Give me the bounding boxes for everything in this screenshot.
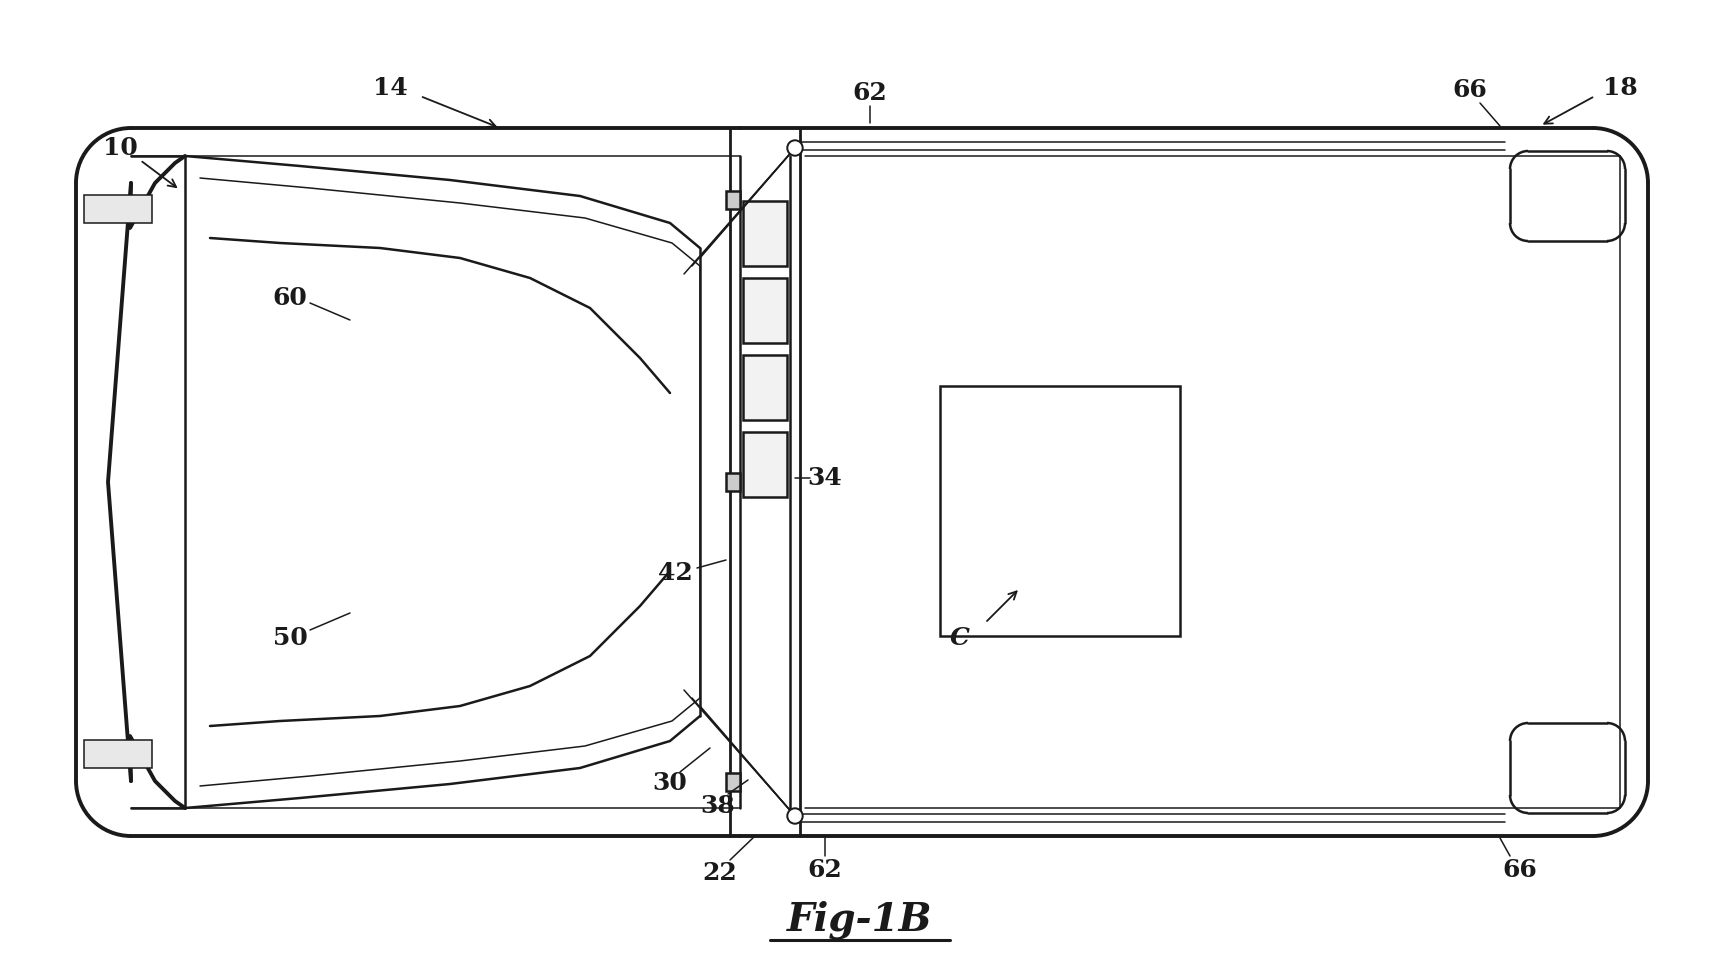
Text: 22: 22 xyxy=(703,861,738,885)
Bar xyxy=(743,201,788,266)
Bar xyxy=(743,432,788,497)
Text: 66: 66 xyxy=(1503,858,1538,882)
Bar xyxy=(84,195,151,223)
Text: 38: 38 xyxy=(700,794,736,818)
Text: C: C xyxy=(949,626,970,650)
Text: 10: 10 xyxy=(103,136,138,160)
Text: 62: 62 xyxy=(853,81,888,105)
FancyBboxPatch shape xyxy=(1527,169,1606,223)
Text: 50: 50 xyxy=(273,626,308,650)
FancyBboxPatch shape xyxy=(1527,741,1606,795)
Text: 18: 18 xyxy=(1603,76,1637,100)
Circle shape xyxy=(789,810,802,822)
Circle shape xyxy=(788,808,803,824)
Text: 30: 30 xyxy=(652,771,688,795)
Bar xyxy=(941,386,1180,636)
Text: Fig-1B: Fig-1B xyxy=(788,901,932,939)
Bar xyxy=(726,191,740,209)
Bar xyxy=(726,773,740,791)
Text: 66: 66 xyxy=(1453,78,1488,102)
Bar xyxy=(743,355,788,420)
Text: 42: 42 xyxy=(657,561,693,585)
Circle shape xyxy=(789,142,802,154)
Text: 60: 60 xyxy=(273,286,308,310)
Bar xyxy=(726,473,740,491)
Bar xyxy=(84,740,151,768)
Text: 62: 62 xyxy=(808,858,843,882)
Bar xyxy=(743,278,788,343)
Text: 34: 34 xyxy=(808,466,843,490)
Text: 14: 14 xyxy=(373,76,408,100)
Circle shape xyxy=(788,140,803,156)
